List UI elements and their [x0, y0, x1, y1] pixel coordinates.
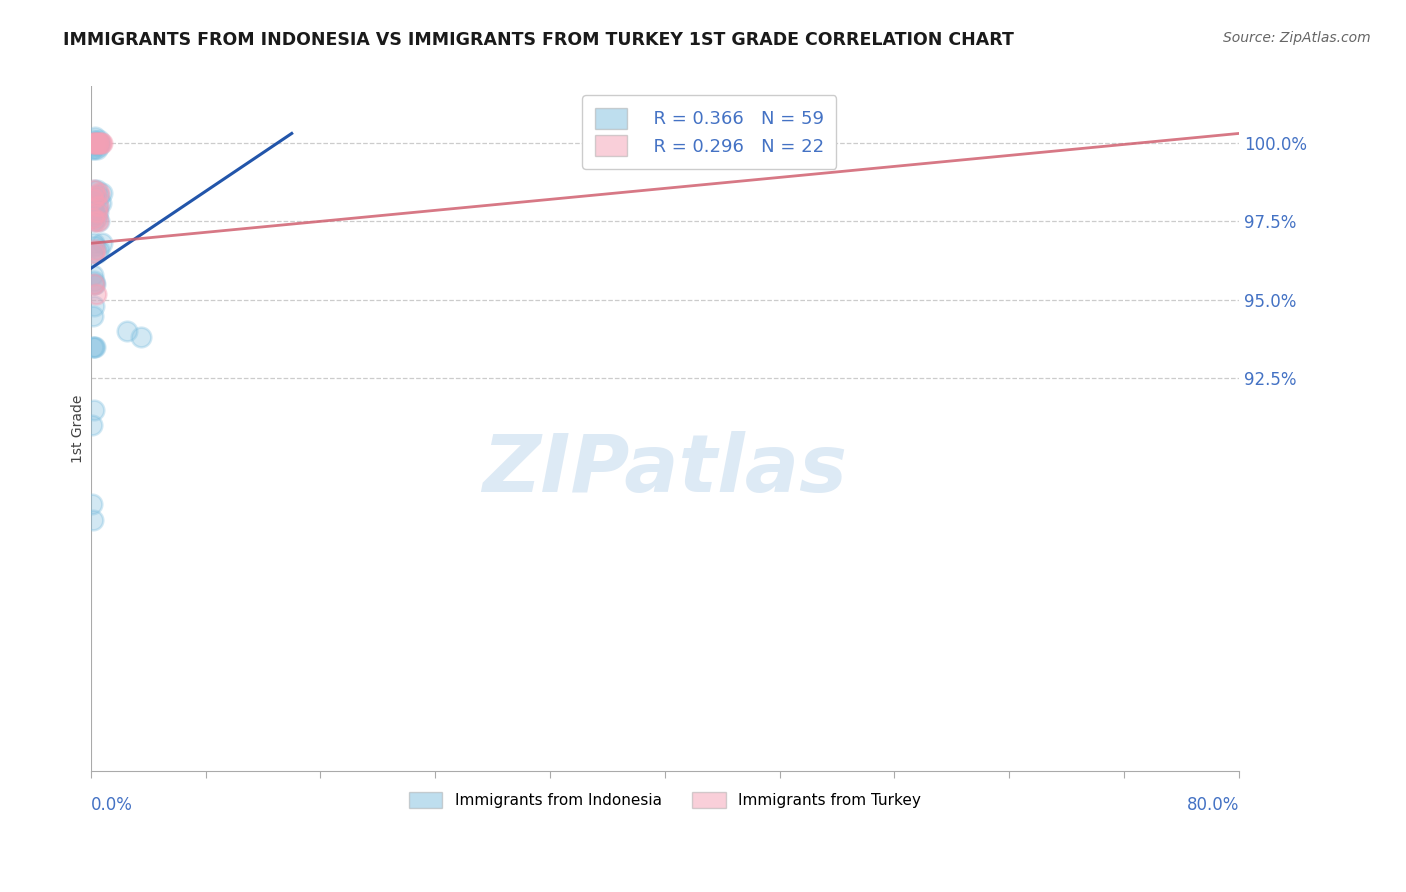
Point	[84, 129, 107, 144]
Point	[82, 245, 104, 260]
Point	[86, 183, 108, 197]
Point	[83, 402, 105, 417]
Point	[83, 202, 105, 216]
Point	[90, 136, 112, 150]
Point	[82, 193, 104, 207]
Text: 0.0%: 0.0%	[91, 796, 132, 814]
Point	[82, 136, 104, 150]
Point	[83, 274, 105, 288]
Point	[768, 129, 790, 144]
Point	[86, 136, 108, 150]
Y-axis label: 1st Grade: 1st Grade	[72, 394, 86, 463]
Point	[83, 142, 105, 156]
Point	[82, 268, 104, 282]
Point	[89, 133, 111, 147]
Point	[83, 299, 105, 313]
Point	[82, 193, 104, 207]
Text: 80.0%: 80.0%	[1187, 796, 1239, 814]
Point	[84, 239, 107, 253]
Point	[86, 211, 108, 226]
Point	[83, 136, 105, 150]
Text: IMMIGRANTS FROM INDONESIA VS IMMIGRANTS FROM TURKEY 1ST GRADE CORRELATION CHART: IMMIGRANTS FROM INDONESIA VS IMMIGRANTS …	[63, 31, 1014, 49]
Point	[87, 214, 110, 228]
Point	[83, 214, 105, 228]
Point	[87, 139, 110, 153]
Point	[87, 136, 110, 150]
Point	[84, 136, 107, 150]
Point	[91, 136, 114, 150]
Point	[82, 199, 104, 213]
Point	[82, 211, 104, 226]
Point	[84, 340, 107, 354]
Point	[83, 245, 105, 260]
Point	[87, 205, 110, 219]
Point	[91, 186, 114, 200]
Point	[87, 199, 110, 213]
Point	[90, 195, 112, 210]
Point	[86, 205, 108, 219]
Point	[83, 340, 105, 354]
Point	[87, 136, 110, 150]
Point	[84, 136, 107, 150]
Point	[86, 136, 108, 150]
Point	[115, 324, 138, 338]
Point	[84, 136, 107, 150]
Point	[89, 136, 111, 150]
Point	[84, 277, 107, 292]
Point	[84, 136, 107, 150]
Point	[89, 186, 111, 200]
Point	[86, 136, 108, 150]
Point	[82, 136, 104, 150]
Point	[82, 340, 104, 354]
Point	[83, 136, 105, 150]
Legend: Immigrants from Indonesia, Immigrants from Turkey: Immigrants from Indonesia, Immigrants fr…	[402, 786, 927, 814]
Text: ZIPatlas: ZIPatlas	[482, 431, 848, 508]
Point	[91, 236, 114, 251]
Point	[89, 189, 111, 203]
Point	[83, 133, 105, 147]
Point	[84, 286, 107, 301]
Point	[82, 205, 104, 219]
Point	[82, 418, 104, 433]
Point	[87, 199, 110, 213]
Point	[89, 243, 111, 257]
Point	[83, 183, 105, 197]
Point	[82, 309, 104, 323]
Point	[84, 208, 107, 222]
Point	[89, 214, 111, 228]
Point	[83, 277, 105, 292]
Point	[86, 245, 108, 260]
Point	[86, 136, 108, 150]
Point	[83, 236, 105, 251]
Point	[83, 136, 105, 150]
Point	[87, 136, 110, 150]
Point	[84, 189, 107, 203]
Point	[86, 142, 108, 156]
Point	[129, 330, 152, 344]
Point	[84, 189, 107, 203]
Text: Source: ZipAtlas.com: Source: ZipAtlas.com	[1223, 31, 1371, 45]
Point	[84, 243, 107, 257]
Point	[84, 214, 107, 228]
Point	[82, 497, 104, 511]
Point	[82, 512, 104, 526]
Point	[83, 183, 105, 197]
Point	[82, 139, 104, 153]
Point	[82, 211, 104, 226]
Point	[89, 136, 111, 150]
Point	[82, 142, 104, 156]
Point	[87, 136, 110, 150]
Point	[83, 277, 105, 292]
